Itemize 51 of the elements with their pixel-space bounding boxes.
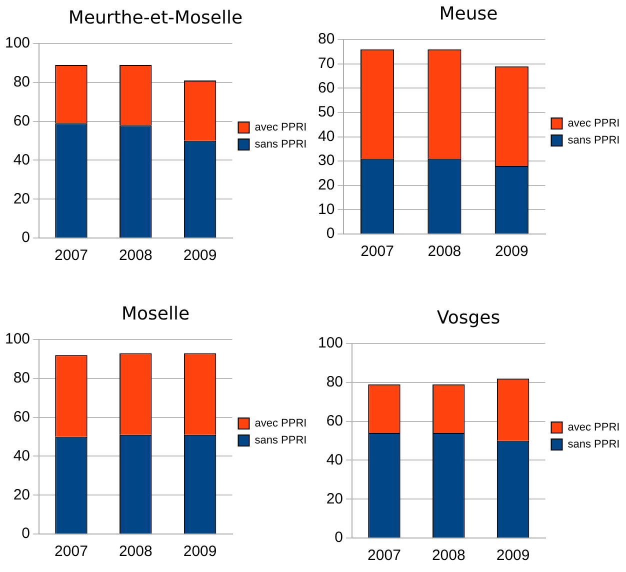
y-tick-label: 40 [318, 128, 335, 145]
y-tick-label: 80 [13, 370, 30, 387]
legend-label: avec PPRI [568, 118, 620, 130]
y-tick-label: 20 [13, 190, 30, 208]
x-tick-label: 2008 [118, 247, 152, 264]
legend-label: avec PPRI [254, 418, 307, 430]
x-tick-label: 2007 [360, 243, 394, 260]
legend-label: sans PPRI [568, 438, 620, 451]
y-tick-label: 60 [326, 412, 344, 430]
y-tick-label: 60 [318, 79, 335, 96]
y-tick-label: 40 [13, 447, 30, 464]
legend-label: avec PPRI [254, 122, 307, 134]
legend-label: sans PPRI [254, 434, 307, 447]
x-tick-label: 2008 [118, 543, 152, 560]
y-tick-label: 80 [13, 74, 30, 91]
chart-title: Vosges [436, 307, 500, 328]
y-tick-label: 40 [13, 151, 30, 168]
y-tick-label: 70 [318, 55, 335, 72]
x-tick-label: 2009 [183, 543, 217, 560]
legend-label: avec PPRI [568, 422, 620, 434]
x-tick-label: 2008 [432, 547, 466, 564]
legend-label: sans PPRI [254, 138, 307, 151]
x-tick-label: 2009 [494, 243, 528, 260]
x-tick-label: 2008 [428, 243, 462, 260]
y-tick-label: 0 [22, 229, 30, 246]
chart-title: Meurthe-et-Moselle [68, 7, 243, 28]
y-tick-label: 20 [318, 176, 335, 194]
y-tick-label: 100 [4, 34, 30, 52]
y-tick-label: 20 [13, 486, 30, 504]
x-tick-label: 2009 [183, 247, 217, 264]
x-tick-label: 2007 [54, 247, 88, 264]
legend-label: sans PPRI [568, 134, 620, 147]
y-tick-label: 80 [326, 374, 344, 391]
y-tick-label: 0 [22, 525, 30, 542]
x-tick-label: 2007 [368, 547, 401, 564]
x-tick-label: 2007 [54, 543, 88, 560]
y-tick-label: 30 [318, 152, 335, 170]
y-tick-label: 20 [326, 490, 344, 508]
y-tick-label: 50 [318, 104, 335, 121]
y-tick-label: 0 [326, 225, 335, 242]
y-tick-label: 100 [4, 330, 30, 348]
x-tick-label: 2009 [496, 547, 530, 564]
y-tick-label: 0 [334, 529, 344, 546]
y-tick-label: 60 [13, 408, 30, 426]
y-tick-label: 100 [318, 334, 344, 352]
y-tick-label: 60 [13, 112, 30, 130]
y-tick-label: 40 [326, 451, 344, 468]
chart-title: Moselle [121, 303, 190, 324]
y-tick-label: 80 [318, 30, 335, 48]
chart-title: Meuse [439, 3, 498, 24]
y-tick-label: 10 [318, 200, 335, 218]
